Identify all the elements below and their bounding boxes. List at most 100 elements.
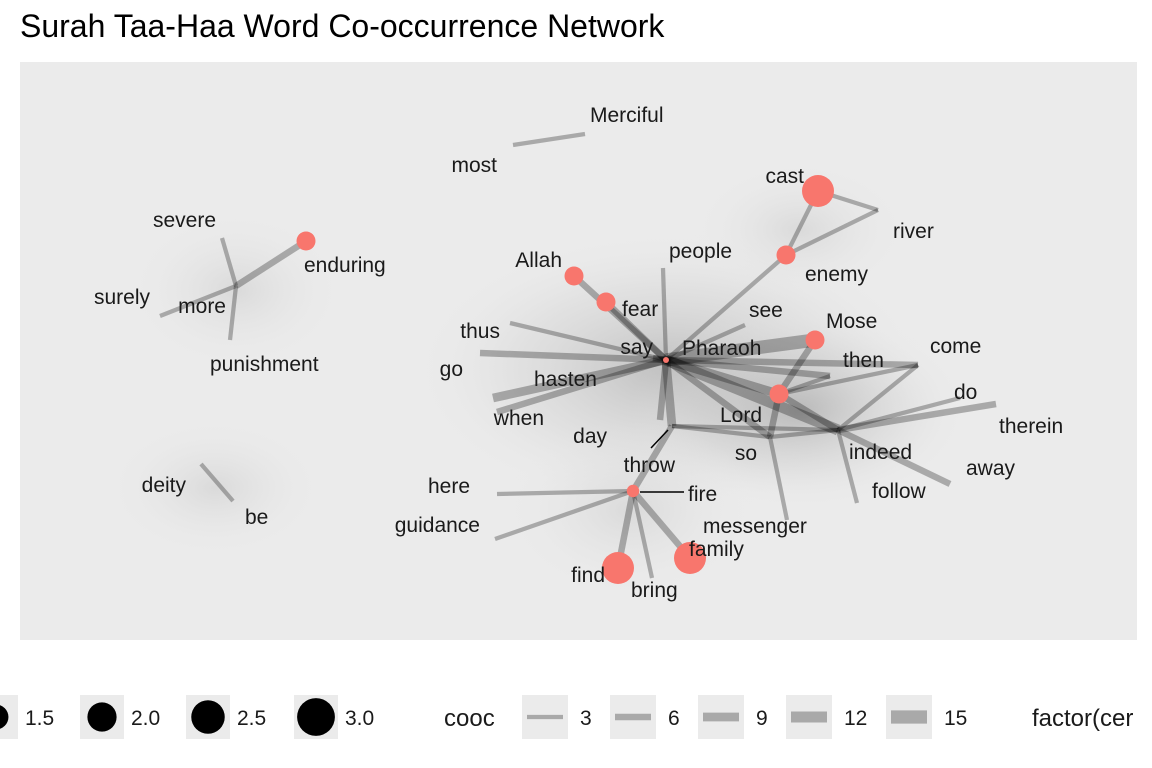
edge-enemy-pharaoh [664,253,788,362]
legend-cooc-title: cooc [444,705,495,732]
edge-throw-pharaoh [661,359,677,427]
edge-when-pharaoh [496,356,667,416]
node-label-allah: Allah [515,249,562,272]
edge-more-punishment [227,285,239,341]
node-label-guidance: guidance [395,514,480,537]
node-label-river: river [893,220,934,243]
edge-so-pharaoh [664,357,772,440]
node-label-cast: cast [765,165,804,188]
density-halo [690,160,910,300]
density-halo [105,418,325,558]
node-label-enduring: enduring [304,254,386,277]
node-label-hasten: hasten [534,368,597,391]
edge-mose-pharaoh [665,333,816,367]
node-label-severe: severe [153,209,216,232]
node-enduring [296,231,316,251]
node-label-follow: follow [872,480,927,503]
node-enemy [776,245,796,265]
edge-hasten-pharaoh [492,355,667,403]
node-family [674,542,706,574]
edge-fire-bring [630,490,655,579]
node-find [602,552,634,584]
edge-layer [159,131,997,579]
legend-size-label-2-0: 2.0 [131,707,160,730]
edge-lord-pharaoh [664,355,781,399]
edge-so-messenger [767,436,790,521]
node-label-merciful: Merciful [590,104,664,127]
density-halos [105,160,970,600]
edge-indeed-throw [671,423,839,433]
edge-more-enduring [234,238,308,289]
node-label-so: so [735,442,757,465]
edge-thus-pharaoh [509,320,667,363]
legend-cooc-label-6: 6 [668,707,680,730]
node-label-fear: fear [622,298,658,321]
edge-throw-fire [630,424,675,493]
node-label-when: when [493,407,544,430]
node-cast [802,175,834,207]
node-pharaoh [663,357,669,363]
edge-people-pharaoh [660,267,669,361]
edge-enemy-river [785,208,879,257]
node-label-be: be [245,506,268,529]
legend-size-label-3-0: 3.0 [345,707,374,730]
legend-cooc-key [522,695,568,739]
legend-cooc-key [698,695,744,739]
edge-fire-guidance [494,488,634,542]
node-layer [296,175,834,584]
legend-factor-title: factor(cer [1032,705,1133,732]
edge-indeed-pharaoh [663,354,841,436]
legend-size-label-2-5: 2.5 [237,707,266,730]
edge-so-indeed [769,427,839,440]
node-label-bring: bring [631,579,678,602]
edge-mose-lord [776,338,818,396]
legend-size-dot-2-5 [191,700,225,734]
node-label-messenger: messenger [703,515,807,538]
node-label-most: most [451,154,497,177]
legend-cooc-key [610,695,656,739]
node-fire [626,484,640,498]
edge-indeed-away [836,427,952,487]
edge-indeed-do [837,395,961,433]
edge-come-pharaoh [665,356,919,369]
node-label-here: here [428,475,470,498]
legend-size-dot-2-0 [87,702,117,732]
node-label-go: go [440,358,463,381]
legend-cooc-label-3: 3 [580,707,592,730]
node-allah [564,266,584,286]
node-label-mose: Mose [826,310,877,333]
edge-fear-pharaoh [603,299,669,363]
node-label-surely: surely [94,286,151,309]
node-label-deity: deity [142,474,187,497]
edge-fire-here [496,488,634,497]
node-label-throw: throw [624,454,676,477]
node-label-see: see [749,299,783,322]
node-label-indeed: indeed [849,441,912,464]
node-label-away: away [966,457,1016,480]
node-mose [805,330,825,350]
node-label-say: say [620,336,653,359]
edge-indeed-therein [837,400,997,434]
node-label-more: more [178,295,226,318]
leader-line-throw [650,429,669,449]
node-label-day: day [573,425,607,448]
legend-size-label-1-5: 1.5 [25,707,54,730]
node-label-come: come [930,335,981,358]
edge-most-merciful [512,131,586,148]
node-label-thus: thus [460,320,500,343]
legend-cooc-key [786,695,832,739]
node-label-fire: fire [688,483,717,506]
node-label-find: find [571,564,605,587]
edge-then-pharaoh [665,356,831,380]
node-label-then: then [843,349,884,372]
edge-more-surely [159,284,237,318]
edge-lord-indeed [777,391,840,433]
node-label-do: do [954,381,977,404]
node-label-lord: Lord [720,404,762,427]
node-lord [769,384,789,404]
legend: 1.5 2.0 2.5 3.0 cooc 3 6 9 12 15 factor(cer [0,695,1133,739]
legend-size-dot-3-0 [297,698,335,736]
node-label-family: family [689,538,744,561]
legend-size-dot-1-5 [0,705,9,729]
